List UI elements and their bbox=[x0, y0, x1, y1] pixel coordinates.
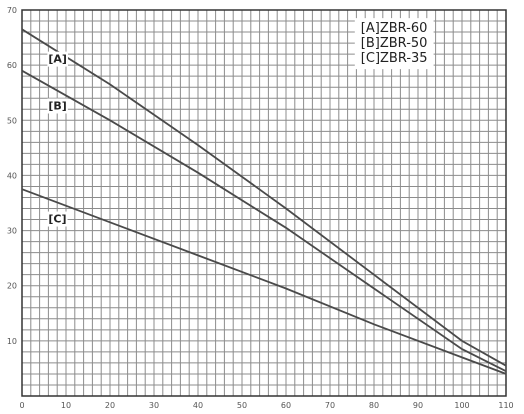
y-tick-label: 20 bbox=[7, 282, 17, 291]
x-tick-label: 80 bbox=[369, 401, 379, 410]
x-tick-label: 50 bbox=[237, 401, 247, 410]
curve-labels: [A] [B] [C] bbox=[47, 51, 68, 227]
x-tick-label: 70 bbox=[325, 401, 335, 410]
y-tick-label: 60 bbox=[7, 61, 17, 70]
x-axis-ticks: 0 10 20 30 40 50 60 70 80 90 100 110 bbox=[19, 401, 513, 410]
series-line-0 bbox=[21, 28, 507, 367]
series-label-bg bbox=[47, 51, 68, 67]
y-tick-label: 50 bbox=[7, 116, 17, 125]
legend-entry: [A]ZBR-60 bbox=[361, 21, 428, 36]
y-tick-label: 10 bbox=[7, 337, 17, 346]
x-tick-label: 40 bbox=[193, 401, 203, 410]
x-tick-label: 60 bbox=[281, 401, 291, 410]
series-label: [B] bbox=[48, 100, 66, 113]
x-tick-label: 10 bbox=[61, 401, 71, 410]
legend: [A]ZBR-60[B]ZBR-50[C]ZBR-35 bbox=[354, 18, 434, 70]
series-label-bg bbox=[47, 98, 68, 114]
curves bbox=[21, 28, 507, 375]
legend-entry: [C]ZBR-35 bbox=[361, 51, 428, 66]
y-tick-label: 70 bbox=[7, 6, 17, 15]
x-tick-label: 90 bbox=[413, 401, 423, 410]
y-tick-label: 40 bbox=[7, 171, 17, 180]
grid bbox=[21, 9, 507, 397]
legend-entry: [B]ZBR-50 bbox=[361, 36, 428, 51]
series-line-2 bbox=[21, 188, 507, 375]
x-tick-label: 0 bbox=[19, 401, 24, 410]
x-tick-label: 20 bbox=[105, 401, 115, 410]
x-tick-label: 110 bbox=[498, 401, 513, 410]
x-tick-label: 100 bbox=[454, 401, 469, 410]
y-tick-label: 30 bbox=[7, 227, 17, 236]
series-line-1 bbox=[21, 69, 507, 373]
y-axis-ticks: 10 20 30 40 50 60 70 bbox=[7, 6, 17, 346]
x-tick-label: 30 bbox=[149, 401, 159, 410]
series-label-bg bbox=[47, 211, 68, 227]
series-label: [A] bbox=[48, 53, 67, 66]
series-label: [C] bbox=[48, 213, 66, 226]
legend-box bbox=[354, 18, 434, 70]
plot-frame bbox=[21, 9, 507, 397]
